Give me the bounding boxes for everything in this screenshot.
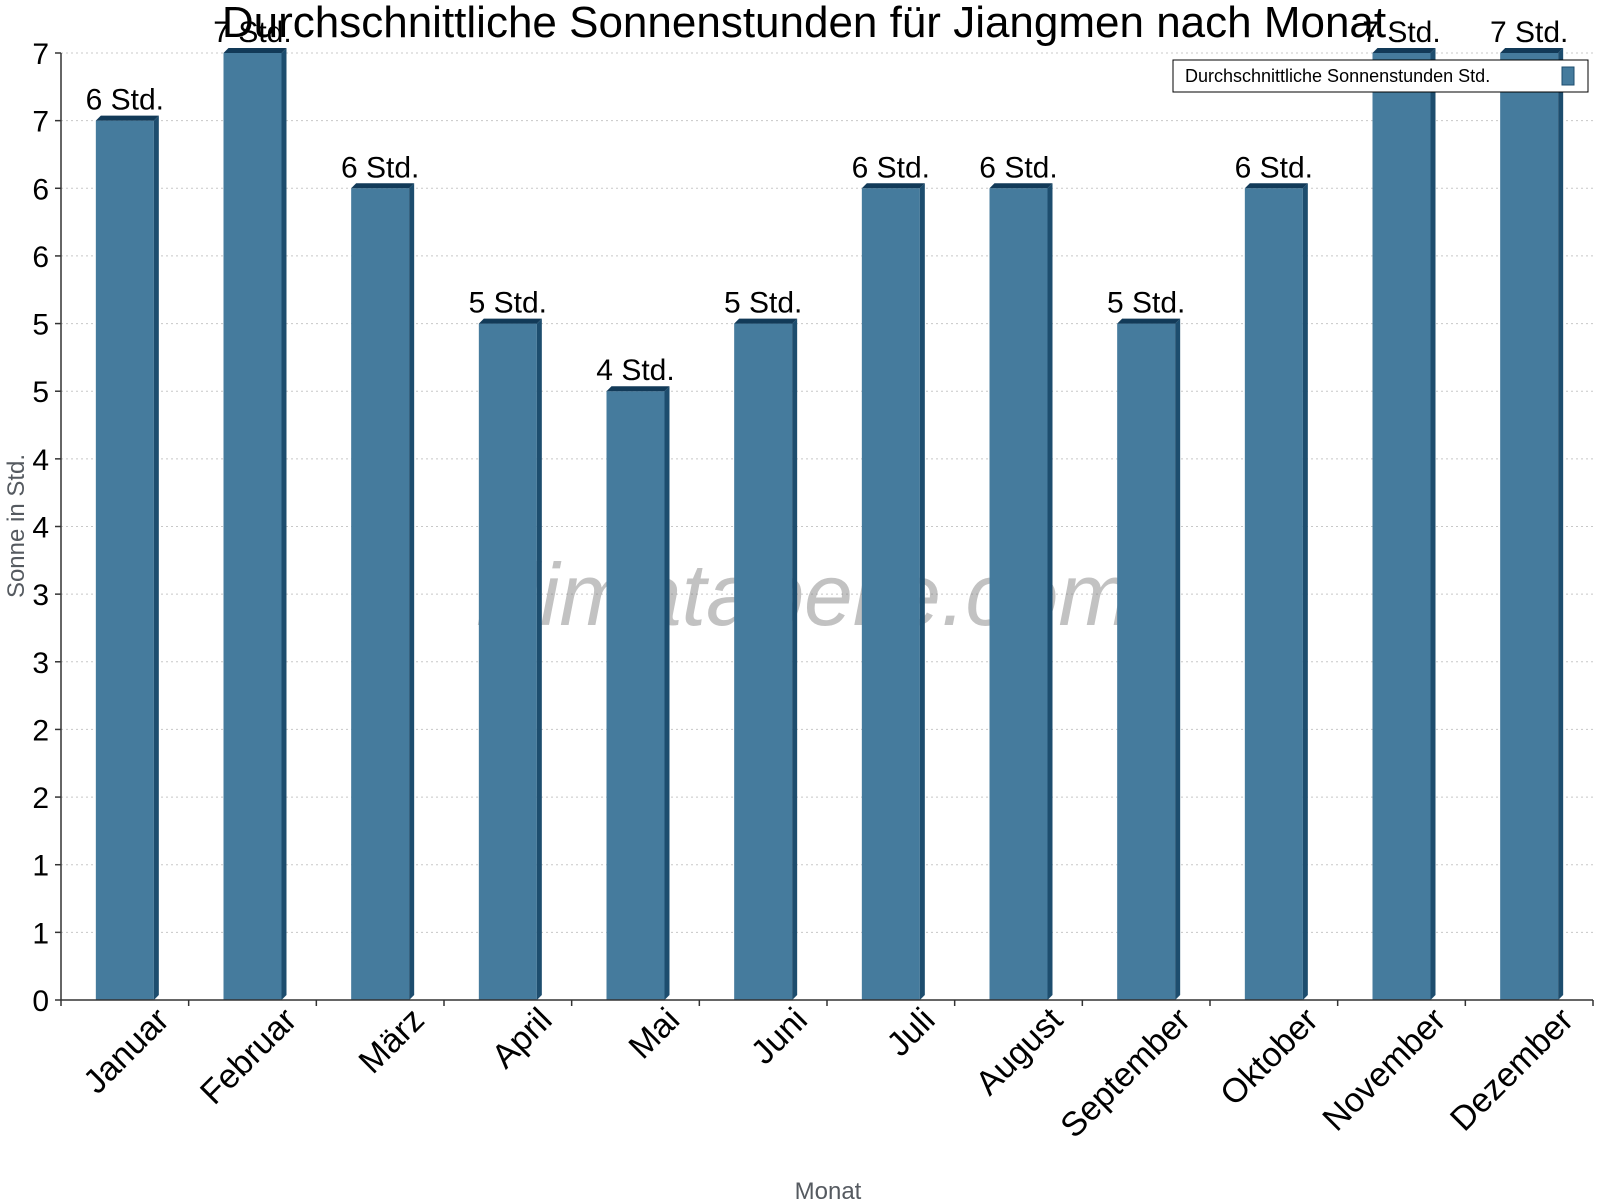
y-tick-label: 5 xyxy=(32,376,49,409)
x-tick-label: Oktober xyxy=(1213,1001,1325,1113)
bar-top xyxy=(95,115,159,121)
bar-side xyxy=(1430,48,1436,1000)
y-tick-label: 7 xyxy=(32,38,49,71)
data-label: 6 Std. xyxy=(341,151,419,184)
bar-top xyxy=(1244,183,1308,189)
bar-side xyxy=(153,115,159,1000)
bar-side xyxy=(792,318,798,1001)
x-tick-label: Januar xyxy=(76,1001,176,1101)
data-label: 7 Std. xyxy=(1362,16,1440,49)
bar-top xyxy=(351,183,415,189)
data-labels: 6 Std. 7 Std. 6 Std. 5 Std. 4 Std. 5 Std. 6 St… xyxy=(86,16,1569,387)
bar xyxy=(861,188,920,1001)
bar-side xyxy=(281,48,287,1000)
data-label: 4 Std. xyxy=(596,354,674,387)
y-tick-label: 3 xyxy=(32,647,49,680)
bar xyxy=(351,188,410,1001)
y-tick-label: 5 xyxy=(32,309,49,342)
y-tick-label: 4 xyxy=(32,444,49,477)
y-tick-label: 6 xyxy=(32,173,49,206)
data-label: 6 Std. xyxy=(979,151,1057,184)
bars xyxy=(95,48,1564,1001)
x-tick-label: Juni xyxy=(744,1001,815,1072)
data-label: 5 Std. xyxy=(724,287,802,320)
bar xyxy=(1500,53,1559,1000)
bar-top xyxy=(606,386,670,392)
y-tick-label: 2 xyxy=(32,714,49,747)
y-tick-label: 0 xyxy=(32,985,49,1018)
bar-side xyxy=(536,318,542,1001)
data-label: 6 Std. xyxy=(1235,151,1313,184)
y-tick-label: 1 xyxy=(32,917,49,950)
x-tick-label: August xyxy=(968,1000,1070,1102)
bar xyxy=(95,120,154,1000)
grid-lines xyxy=(61,52,1593,933)
x-axis-title: Monat xyxy=(795,1178,862,1200)
data-label: 6 Std. xyxy=(86,84,164,117)
bar-side xyxy=(1302,183,1308,1001)
bar-top xyxy=(861,183,925,189)
data-label: 5 Std. xyxy=(469,287,547,320)
bar-side xyxy=(1047,183,1053,1001)
bar xyxy=(1244,188,1303,1001)
legend: Durchschnittliche Sonnenstunden Std. xyxy=(1172,59,1589,93)
y-tick-label: 4 xyxy=(32,512,49,545)
bar xyxy=(734,323,793,1001)
bar xyxy=(1117,323,1176,1001)
x-tick-label: April xyxy=(485,1001,560,1076)
bar-top xyxy=(223,48,287,53)
bar xyxy=(478,323,537,1001)
chart-title: Durchschnittliche Sonnenstunden für Jian… xyxy=(222,0,1386,47)
bar-top xyxy=(478,318,542,324)
x-tick-label: November xyxy=(1315,1001,1453,1139)
legend-swatch xyxy=(1561,66,1575,86)
bar-side xyxy=(664,386,670,1000)
bar-side xyxy=(1175,318,1181,1001)
x-tick-label: Dezember xyxy=(1443,1001,1581,1139)
y-tick-label: 2 xyxy=(32,782,49,815)
x-tick-label: Mai xyxy=(622,1001,688,1067)
bar xyxy=(1372,53,1431,1000)
bar-top xyxy=(989,183,1053,189)
legend-label: Durchschnittliche Sonnenstunden Std. xyxy=(1185,66,1490,86)
data-label: 6 Std. xyxy=(852,151,930,184)
y-axis-title: Sonne in Std. xyxy=(3,454,30,598)
y-tick-label: 1 xyxy=(32,850,49,883)
bar-top xyxy=(1117,318,1181,324)
y-tick-label: 3 xyxy=(32,579,49,612)
data-label: 7 Std. xyxy=(1490,16,1568,49)
x-tick-labels: Januar Februar März April Mai Juni Juli AugustS… xyxy=(60,1000,1594,1145)
x-tick-label: Juli xyxy=(880,1001,943,1064)
bar xyxy=(606,391,665,1000)
bar xyxy=(223,53,282,1000)
y-tick-label: 6 xyxy=(32,241,49,274)
data-label: 5 Std. xyxy=(1107,287,1185,320)
y-tick-label: 7 xyxy=(32,106,49,139)
bar-top xyxy=(1372,48,1436,53)
data-label: 7 Std. xyxy=(213,16,291,49)
x-tick-label: März xyxy=(352,1001,432,1081)
x-tick-label: Februar xyxy=(193,1001,304,1112)
bar-side xyxy=(1558,48,1564,1000)
bar xyxy=(989,188,1048,1001)
legend-box xyxy=(1172,59,1589,93)
x-tick-label: September xyxy=(1053,1001,1197,1145)
bar-side xyxy=(919,183,925,1001)
y-tick-labels: 0 1 1 2 2 3 3 4 4 5 5 6 6 7 7 xyxy=(32,38,61,1018)
bar-side xyxy=(409,183,415,1001)
bar-top xyxy=(1500,48,1564,53)
bar-top xyxy=(734,318,798,324)
